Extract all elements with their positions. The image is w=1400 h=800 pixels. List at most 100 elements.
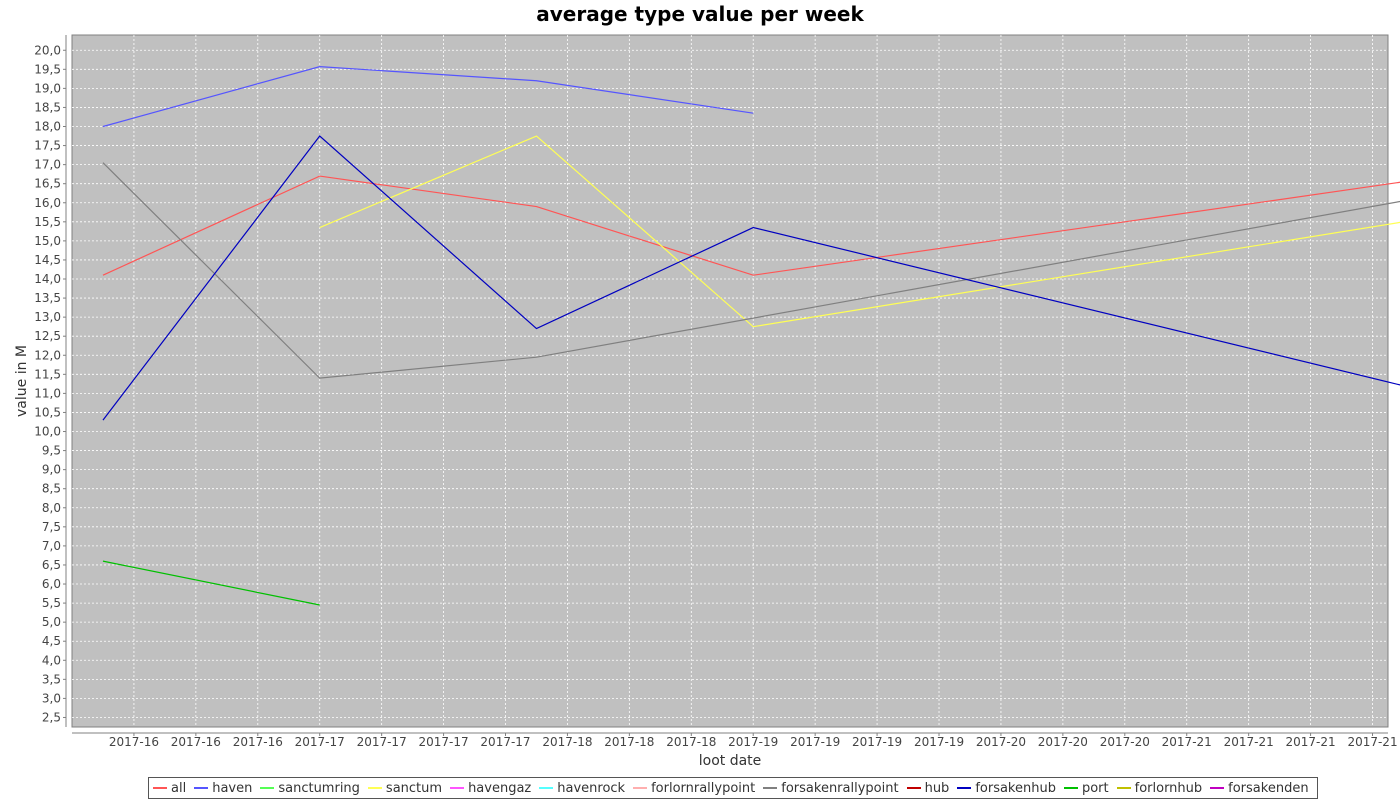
x-tick-label: 2017-19 xyxy=(852,735,902,749)
series-line-port xyxy=(102,560,320,606)
y-tick-label: 8,0 xyxy=(42,501,61,515)
y-tick-label: 4,5 xyxy=(42,634,61,648)
legend-swatch xyxy=(260,787,275,789)
legend-label: hub xyxy=(924,780,950,796)
y-tick-label: 5,5 xyxy=(42,596,61,610)
y-tick-label: 7,5 xyxy=(42,520,61,534)
plot-area xyxy=(71,34,1389,728)
x-tick-label: 2017-16 xyxy=(109,735,159,749)
x-axis: 2017-16 2017-16 2017-16 2017-17 2017-17 2017-… xyxy=(72,732,1398,749)
legend-item-forlornhub: forlornhub xyxy=(1115,780,1203,796)
x-tick-label: 2017-21 xyxy=(1224,735,1274,749)
y-tick-label: 10,0 xyxy=(34,425,61,439)
legend: all haven sanctumring sanctum havengaz havenr… xyxy=(148,777,1318,799)
y-tick-label: 19,0 xyxy=(34,81,61,95)
x-tick-label: 2017-20 xyxy=(1038,735,1088,749)
legend-swatch xyxy=(1210,787,1225,789)
y-tick-label: 20,0 xyxy=(34,43,61,57)
y-tick-label: 3,5 xyxy=(42,672,61,686)
x-axis-label: loot date xyxy=(699,753,762,769)
legend-swatch xyxy=(1116,787,1131,789)
y-tick-label: 10,5 xyxy=(34,405,61,419)
legend-label: forsakenhub xyxy=(975,780,1056,796)
legend-label: havenrock xyxy=(557,780,626,796)
legend-swatch xyxy=(957,787,972,789)
y-tick-label: 9,5 xyxy=(42,444,61,458)
y-tick-label: 5,0 xyxy=(42,615,61,629)
y-tick-label: 2,5 xyxy=(42,710,61,724)
y-tick-label: 6,5 xyxy=(42,558,61,572)
legend-item-haven: haven xyxy=(192,781,252,796)
x-tick-label: 2017-20 xyxy=(976,735,1026,749)
y-tick-label: 6,0 xyxy=(42,577,61,591)
legend-label: havengaz xyxy=(468,780,532,796)
legend-label: port xyxy=(1081,780,1109,796)
legend-item-port: port xyxy=(1062,781,1109,796)
series-line-forsakenrallypoint xyxy=(102,162,1400,379)
legend-label: haven xyxy=(212,780,253,796)
legend-swatch xyxy=(539,787,554,789)
legend-swatch xyxy=(906,787,921,789)
y-tick-label: 12,5 xyxy=(34,329,61,343)
x-tick-label: 2017-17 xyxy=(419,735,469,749)
legend-swatch xyxy=(633,787,648,789)
x-tick-label: 2017-16 xyxy=(233,735,283,749)
y-tick-label: 18,0 xyxy=(34,120,61,134)
legend-label: sanctum xyxy=(385,780,443,796)
series-line-sanctum xyxy=(319,135,1400,328)
legend-label: sanctumring xyxy=(278,780,360,796)
legend-item-forsakenrallypoint: forsakenrallypoint xyxy=(761,780,899,796)
y-tick-label: 4,0 xyxy=(42,653,61,667)
y-tick-label: 17,5 xyxy=(34,139,61,153)
legend-item-havenrock: havenrock xyxy=(537,781,625,796)
y-tick-label: 16,5 xyxy=(34,177,61,191)
x-tick-label: 2017-21 xyxy=(1286,735,1336,749)
legend-swatch xyxy=(194,787,209,789)
y-axis-label: value in M xyxy=(14,345,30,417)
legend-item-hub: hub xyxy=(905,780,950,796)
y-tick-label: 9,0 xyxy=(42,463,61,477)
y-tick-label: 19,5 xyxy=(34,62,61,76)
x-tick-label: 2017-21 xyxy=(1347,735,1397,749)
series-lines xyxy=(102,66,1400,606)
y-axis: 2,5 3,0 3,5 4,0 4,5 5,0 5,5 6,0 6,5 7,0 7,5 8,0 8,5 9… xyxy=(34,35,67,727)
y-tick-label: 12,0 xyxy=(34,348,61,362)
y-tick-label: 8,5 xyxy=(42,482,61,496)
legend-label: all xyxy=(171,780,187,796)
y-tick-label: 15,5 xyxy=(34,215,61,229)
legend-swatch xyxy=(153,787,167,789)
y-tick-label: 14,5 xyxy=(34,253,61,267)
x-tick-label: 2017-21 xyxy=(1162,735,1212,749)
legend-item-forlornrallypoint: forlornrallypoint xyxy=(631,781,755,796)
y-tick-label: 15,0 xyxy=(34,234,61,248)
legend-label: forsakenrallypoint xyxy=(781,780,899,796)
legend-item-sanctumring: sanctumring xyxy=(258,781,360,796)
series-line-haven xyxy=(102,66,754,128)
y-tick-label: 11,0 xyxy=(34,386,61,400)
x-tick-label: 2017-17 xyxy=(480,735,530,749)
y-tick-label: 3,0 xyxy=(42,691,61,705)
x-tick-label: 2017-19 xyxy=(728,735,778,749)
series-line-forsakenhub xyxy=(102,135,1400,421)
grid-lines xyxy=(72,35,1388,727)
legend-swatch xyxy=(763,787,778,789)
x-tick-label: 2017-18 xyxy=(542,735,592,749)
legend-item-sanctum: sanctum xyxy=(366,781,442,796)
legend-swatch xyxy=(450,787,465,789)
x-tick-label: 2017-19 xyxy=(914,735,964,749)
legend-swatch xyxy=(1063,787,1078,789)
x-tick-label: 2017-17 xyxy=(295,735,345,749)
legend-label: forlornrallypoint xyxy=(651,780,756,796)
series-line-all xyxy=(102,175,1400,276)
x-tick-label: 2017-20 xyxy=(1100,735,1150,749)
y-tick-label: 14,0 xyxy=(34,272,61,286)
x-tick-label: 2017-19 xyxy=(790,735,840,749)
y-tick-label: 16,0 xyxy=(34,196,61,210)
legend-label: forlornhub xyxy=(1134,780,1203,796)
x-tick-label: 2017-16 xyxy=(171,735,221,749)
y-tick-label: 18,5 xyxy=(34,100,61,114)
x-tick-label: 2017-18 xyxy=(604,735,654,749)
chart-title: average type value per week xyxy=(536,2,864,26)
legend-item-forsakenhub: forsakenhub xyxy=(955,781,1056,796)
